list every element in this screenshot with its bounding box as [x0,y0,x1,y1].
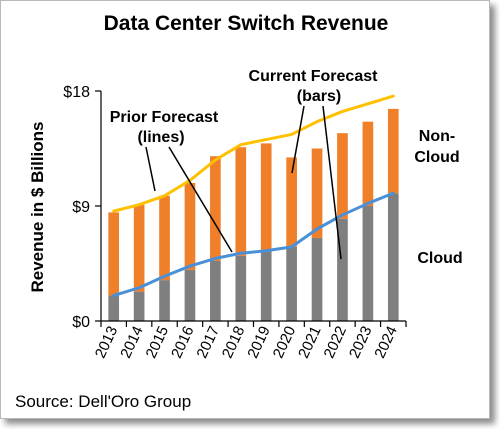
bar-noncloud-2019 [260,143,272,251]
bar-noncloud-2014 [133,204,145,292]
bar-noncloud-2021 [311,148,323,238]
non-cloud-label: Non- [419,128,455,145]
x-tick-label: 2019 [244,324,274,361]
bar-noncloud-2015 [159,195,170,281]
y-tick-label: $9 [72,199,90,216]
prior-forecast-label: Prior Forecast [110,109,219,126]
x-tick-label: 2021 [295,324,325,361]
bar-cloud-2013 [108,295,120,321]
bar-noncloud-2024 [387,108,399,194]
current-forecast-pointer-1 [291,105,305,174]
chart-svg: Data Center Switch Revenue Revenue in $ … [15,12,463,411]
bar-cloud-2021 [311,237,323,321]
prior-forecast-cloud-line [112,191,395,297]
non-cloud-sublabel: Cloud [414,149,459,166]
chart-title: Data Center Switch Revenue [104,12,389,35]
bar-cloud-2016 [184,269,196,321]
bar-cloud-2023 [362,206,374,321]
y-tick-label: $0 [72,314,90,331]
forecast-lines [112,94,395,297]
prior-forecast-pointer-2 [168,146,233,253]
y-tick-label: $18 [63,84,90,101]
current-forecast-pointer-2 [322,105,342,260]
x-tick-label: 2016 [168,324,198,361]
bar-cloud-2018 [235,255,247,321]
x-tick-label: 2017 [193,324,223,361]
x-tick-labels: 2013201420152016201720182019202020212022… [92,324,401,361]
bar-noncloud-2017 [210,156,221,261]
current-forecast-sublabel: (bars) [297,88,341,105]
bar-cloud-2024 [387,193,399,321]
x-tick-label: 2018 [219,324,249,361]
axes [95,90,407,327]
prior-forecast-pointer-1 [145,146,156,192]
bar-noncloud-2022 [337,133,348,219]
x-tick-label: 2020 [270,324,300,361]
x-tick-label: 2024 [371,324,401,361]
bar-cloud-2022 [337,218,348,321]
cloud-label: Cloud [417,250,462,267]
bar-cloud-2017 [210,260,221,321]
prior-forecast-total-line [112,94,395,213]
chart-frame: Data Center Switch Revenue Revenue in $ … [0,0,490,419]
bar-noncloud-2013 [108,212,120,296]
bars [108,108,399,321]
x-tick-label: 2014 [117,324,147,361]
bar-noncloud-2020 [286,157,297,247]
x-tick-label: 2015 [143,324,173,361]
y-tick-labels: $0 $9 $18 [63,84,90,331]
bar-cloud-2020 [286,246,297,321]
bar-noncloud-2016 [184,183,196,270]
x-tick-label: 2022 [321,324,351,361]
bar-cloud-2014 [133,291,145,321]
bar-cloud-2015 [159,280,170,321]
bar-cloud-2019 [260,250,272,321]
prior-forecast-sublabel: (lines) [137,129,184,146]
source-note: Source: Dell'Oro Group [15,392,191,411]
x-tick-label: 2013 [92,324,122,361]
bar-noncloud-2018 [235,147,247,256]
bar-noncloud-2023 [362,121,374,206]
current-forecast-label: Current Forecast [249,68,379,85]
x-tick-label: 2023 [346,324,376,361]
y-axis-label: Revenue in $ Billions [28,122,47,293]
